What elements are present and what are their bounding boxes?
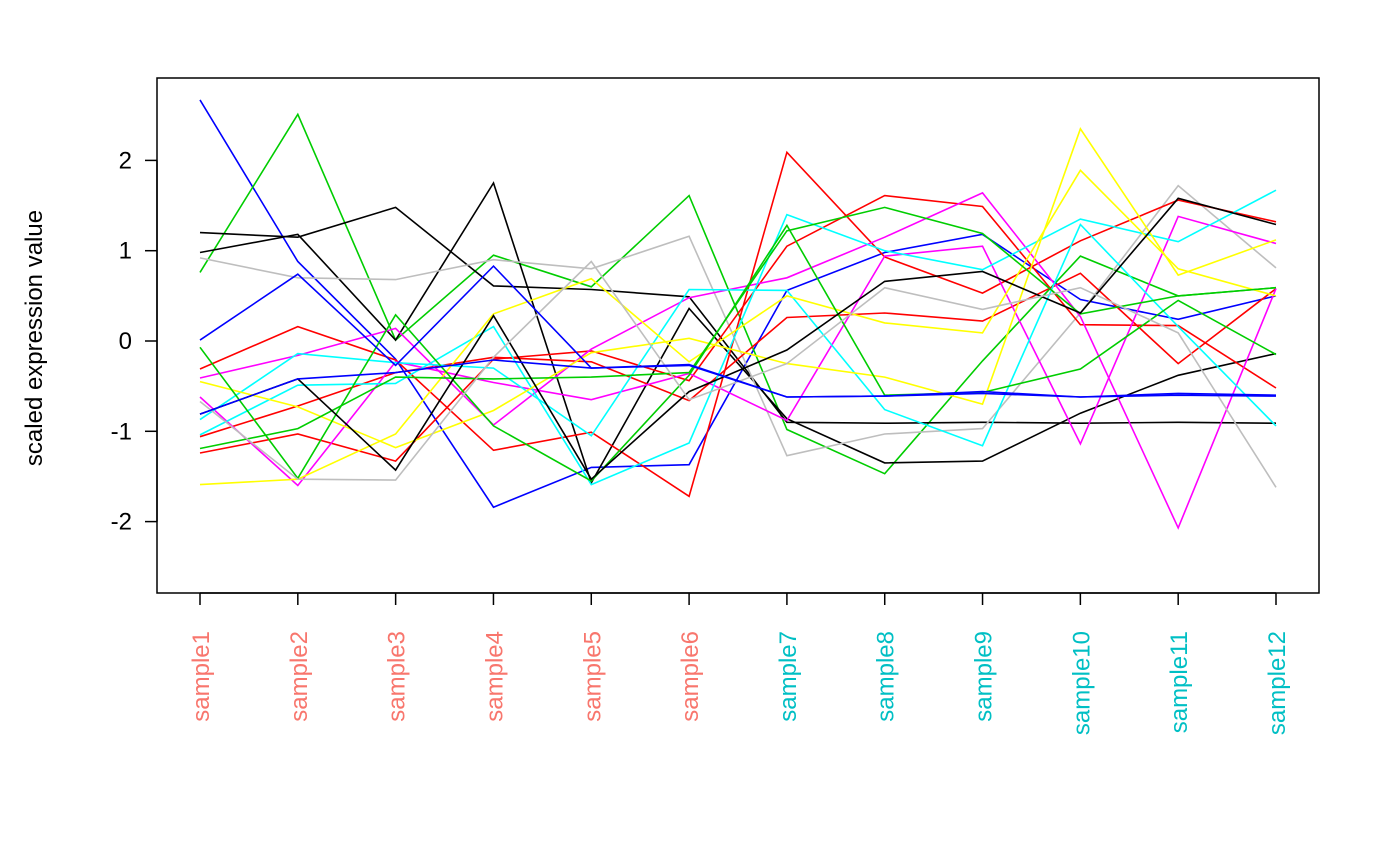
y-tick-label: 0 <box>119 328 132 355</box>
x-tick-label-sample4: sample4 <box>481 631 508 722</box>
x-tick-label-sample1: sample1 <box>188 631 215 722</box>
x-tick-label-sample11: sample11 <box>1166 631 1193 733</box>
plot-frame <box>156 77 1320 594</box>
x-tick-label-sample9: sample9 <box>971 631 998 722</box>
series-line-14 <box>199 169 1277 486</box>
y-tick-label: 1 <box>119 238 132 265</box>
series-line-10 <box>199 215 1277 487</box>
series-line-20 <box>199 359 1277 415</box>
x-tick-label-sample12: sample12 <box>1264 631 1291 735</box>
x-tick-label-sample10: sample10 <box>1068 631 1095 735</box>
series-line-17 <box>199 197 1277 481</box>
series-line-8 <box>199 194 1277 462</box>
series-line-2 <box>199 112 1277 475</box>
series-line-15 <box>199 223 1277 483</box>
series-line-6 <box>199 150 1277 498</box>
series-line-12 <box>199 223 1277 447</box>
x-tick-label-sample3: sample3 <box>384 631 411 722</box>
y-axis: -2 -1 0 1 2 <box>111 147 158 536</box>
x-tick-label-sample8: sample8 <box>873 631 900 722</box>
y-axis-label: scaled expression value <box>21 210 48 466</box>
y-tick-label: 2 <box>119 147 132 174</box>
series-line-9 <box>199 191 1277 530</box>
x-axis: sample1 sample2 sample3 sample4 sample5 sampl… <box>188 592 1291 735</box>
x-tick-label-sample6: sample6 <box>677 631 704 722</box>
series-line-7 <box>199 272 1277 438</box>
series-line-5 <box>199 184 1277 457</box>
series-line-16 <box>199 206 1277 450</box>
y-tick-label: -1 <box>111 418 132 445</box>
y-tick-label: -2 <box>111 509 132 536</box>
x-tick-label-sample7: sample7 <box>775 631 802 722</box>
x-tick-label-sample5: sample5 <box>579 631 606 722</box>
series-lines <box>199 99 1277 530</box>
x-tick-label-sample2: sample2 <box>286 631 313 722</box>
